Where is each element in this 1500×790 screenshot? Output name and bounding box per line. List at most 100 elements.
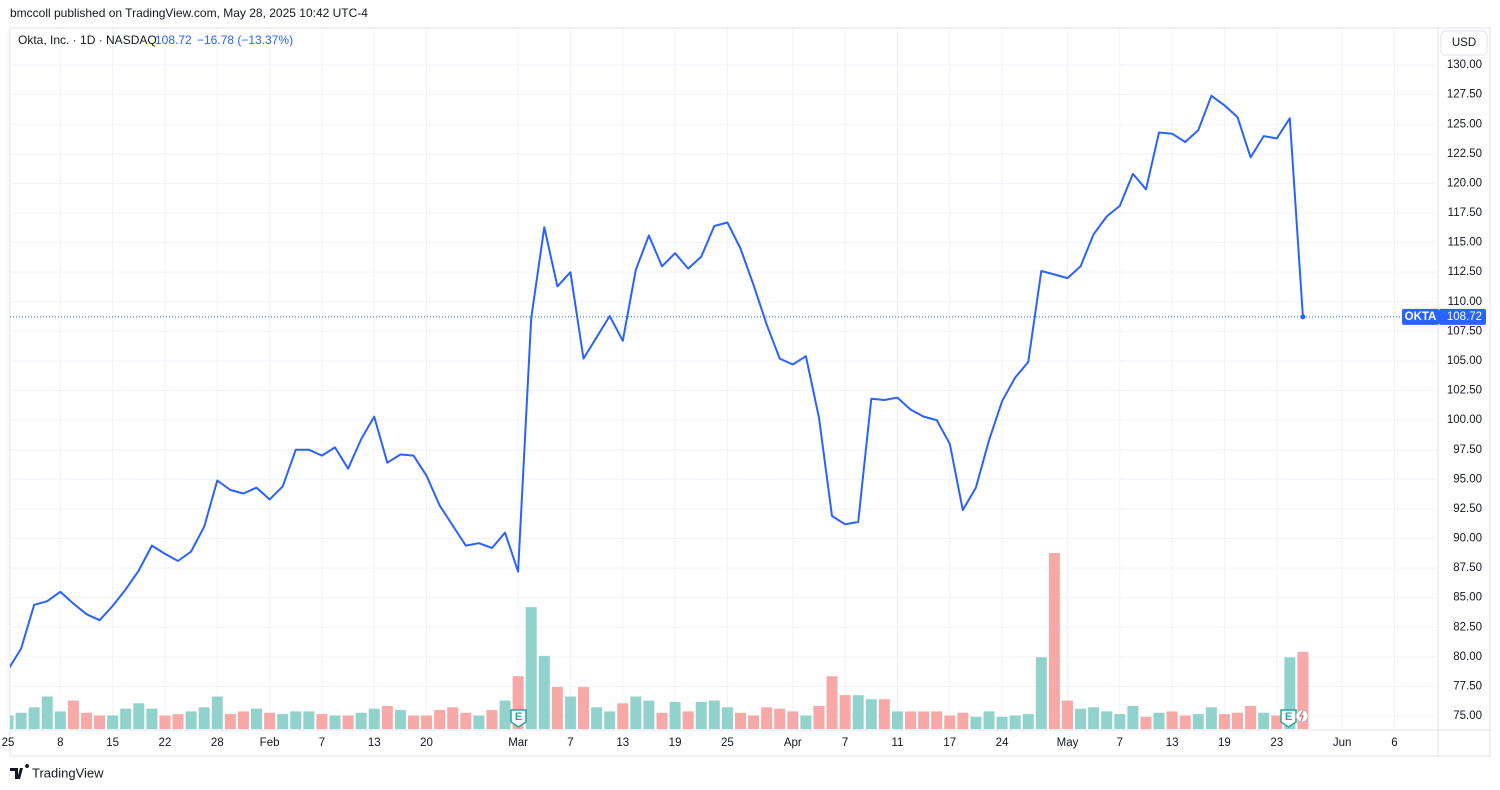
volume-bar	[1140, 716, 1152, 729]
x-tick-label: 20	[420, 737, 433, 749]
volume-bar	[813, 705, 825, 729]
y-tick-label: 75.00	[1453, 710, 1482, 722]
tradingview-logo[interactable]: TradingView	[10, 764, 104, 780]
volume-bar	[421, 715, 433, 729]
price-change: −16.78 (−13.37%)	[197, 33, 293, 47]
x-tick-label: Mar	[508, 737, 528, 749]
volume-bar	[1179, 715, 1191, 729]
volume-pane	[10, 553, 1309, 729]
event-icon-bolt	[1298, 710, 1304, 722]
y-tick-label: 102.50	[1447, 385, 1482, 397]
volume-bar	[1205, 707, 1217, 729]
x-tick-label: 13	[616, 737, 629, 749]
x-tick-label: 15	[106, 737, 119, 749]
volume-bar	[983, 711, 995, 729]
x-tick-label: 6	[1391, 737, 1397, 749]
y-tick-label: 117.50	[1448, 207, 1482, 219]
volume-bar	[224, 714, 236, 729]
volume-bar	[251, 708, 263, 729]
y-tick-label: 80.00	[1453, 651, 1482, 663]
volume-bar	[185, 711, 197, 729]
volume-bar	[277, 714, 289, 729]
volume-bar	[852, 695, 864, 729]
y-tick-label: 105.00	[1447, 355, 1482, 367]
volume-bar	[394, 710, 406, 729]
earnings-icon[interactable]: E	[510, 709, 527, 728]
volume-bar	[1075, 708, 1087, 729]
volume-bar	[682, 711, 694, 729]
volume-bar	[1218, 714, 1230, 729]
x-tick-label: 13	[368, 737, 381, 749]
y-tick-label: 85.00	[1453, 592, 1482, 604]
x-tick-label: 22	[159, 737, 172, 749]
y-tick-label: 87.50	[1453, 562, 1482, 574]
volume-bar	[669, 701, 681, 729]
earnings-icon[interactable]: E	[1280, 709, 1297, 728]
volume-bar	[407, 715, 419, 729]
symbol-tag: OKTA	[1405, 311, 1437, 323]
x-tick-label: 23	[1270, 737, 1283, 749]
axes: 75.00 77.50 80.00 82.50 85.00 87.50 90.00 92.50…	[2, 59, 1486, 749]
volume-bar	[905, 711, 917, 729]
y-tick-label: 90.00	[1453, 533, 1482, 545]
volume-bar	[1258, 712, 1270, 729]
volume-bar	[80, 712, 92, 729]
x-tick-label: Apr	[784, 737, 802, 749]
volume-bar	[198, 707, 210, 729]
volume-bar	[1271, 715, 1283, 729]
y-tick-label: 107.50	[1447, 325, 1482, 337]
x-tick-label: 7	[1117, 737, 1123, 749]
volume-bar	[1009, 715, 1021, 729]
y-tick-label: 115.00	[1448, 237, 1482, 249]
volume-bar	[761, 707, 773, 729]
volume-bar	[237, 711, 249, 729]
earnings-badge	[510, 709, 527, 728]
volume-bar	[1297, 651, 1309, 729]
volume-bar	[878, 699, 890, 729]
volume-bar	[721, 707, 733, 729]
volume-bar	[447, 707, 459, 729]
x-tick-label: 11	[891, 737, 903, 749]
volume-bar	[434, 710, 446, 729]
volume-bar	[1284, 657, 1296, 729]
logo-icon	[10, 764, 30, 779]
x-tick-label: Feb	[260, 737, 280, 749]
volume-bar	[918, 711, 930, 729]
volume-bar	[264, 712, 276, 729]
volume-bar	[748, 715, 760, 729]
currency-box[interactable]	[1440, 30, 1488, 56]
volume-bar	[1166, 711, 1178, 729]
x-tick-label: May	[1057, 737, 1079, 749]
volume-bar	[826, 676, 838, 729]
volume-bar	[891, 711, 903, 729]
volume-bar	[107, 715, 119, 729]
x-tick-label: 24	[996, 737, 1009, 749]
y-tick-label: 112.50	[1448, 266, 1482, 278]
price-line	[10, 94, 1304, 669]
volume-bar	[54, 711, 66, 729]
volume-bar	[800, 715, 812, 729]
price-tag: 108.72	[1447, 311, 1482, 323]
x-tick-label: 19	[1218, 737, 1231, 749]
volume-bar	[1232, 712, 1244, 729]
volume-bar	[460, 712, 472, 729]
volume-bar	[1192, 714, 1204, 729]
y-tick-label: 120.00	[1447, 177, 1482, 189]
volume-bar	[1127, 705, 1139, 729]
volume-bar	[1088, 707, 1100, 729]
volume-bar	[970, 716, 982, 729]
x-tick-label: 25	[2, 737, 15, 749]
currency: USD	[1452, 37, 1476, 49]
volume-bar	[10, 715, 14, 729]
volume-bar	[290, 711, 302, 729]
volume-bar	[1035, 657, 1047, 729]
volume-bar	[839, 695, 851, 729]
symbol-tag-box	[1402, 308, 1439, 325]
volume-bar	[381, 705, 393, 729]
x-tick-label: 7	[319, 737, 325, 749]
volume-bar	[944, 715, 956, 729]
y-tick-label: 122.50	[1447, 148, 1482, 160]
earnings-label: E	[515, 711, 522, 723]
earnings-badge	[1280, 709, 1297, 728]
